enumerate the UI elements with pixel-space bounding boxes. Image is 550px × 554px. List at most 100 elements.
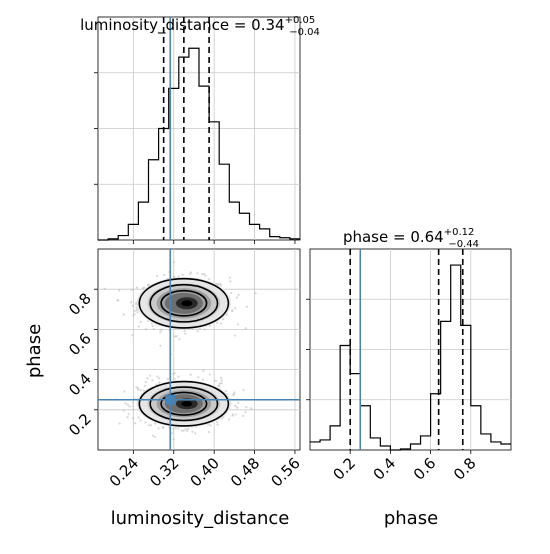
joint-scatter-point xyxy=(236,406,239,409)
joint-scatter-point xyxy=(133,312,136,315)
joint-scatter-point xyxy=(235,296,239,299)
joint-scatter-point xyxy=(146,283,149,287)
ld-hist-quantiles xyxy=(162,17,210,240)
joint-scatter-point xyxy=(135,286,139,289)
joint-scatter-point xyxy=(220,322,223,325)
joint-scatter-point xyxy=(233,334,237,337)
joint-scatter-point xyxy=(231,309,234,313)
joint-scatter-point xyxy=(242,414,245,417)
joint-scatter-point xyxy=(189,271,193,274)
tick-marks: 0.24 0.32 0.40 0.48 0.56 0.2 0.2 0.4 0.4 0.6 0.6 0.… xyxy=(65,72,480,490)
joint-contours xyxy=(138,277,230,427)
joint-scatter-point xyxy=(237,293,240,296)
joint-scatter-point xyxy=(157,427,160,430)
joint-scatter-point xyxy=(178,338,181,341)
joint-scatter-point xyxy=(144,328,148,331)
joint-scatter-point xyxy=(244,410,247,414)
phase-title-minus: −0.44 xyxy=(448,239,479,250)
joint-contour xyxy=(149,386,219,422)
joint-scatter-point xyxy=(131,304,135,307)
phase-hist-title: phase = 0.64+0.12 −0.44 xyxy=(343,227,479,250)
joint-y-tick-label: 0.8 xyxy=(65,289,95,319)
joint-scatter-point xyxy=(219,282,222,285)
joint-scatter-point xyxy=(180,429,183,432)
ld-hist-steps xyxy=(98,47,300,241)
joint-scatter-point xyxy=(133,309,136,312)
joint-scatter-point xyxy=(172,261,176,264)
joint-scatter-point xyxy=(123,390,126,393)
joint-x-axis-label: luminosity_distance xyxy=(111,508,290,529)
joint-scatter-point xyxy=(131,417,135,420)
joint-scatter-point xyxy=(203,328,206,331)
joint-scatter-point xyxy=(135,306,138,309)
joint-scatter-point xyxy=(250,407,253,410)
joint-y-axis-label: phase xyxy=(24,324,45,378)
joint-scatter-point xyxy=(209,424,212,427)
joint-scatter-point xyxy=(174,426,178,429)
joint-scatter-point xyxy=(245,305,249,308)
joint-scatter-point xyxy=(147,424,150,427)
joint-scatter-point xyxy=(198,327,202,330)
ld-title-minus: −0.04 xyxy=(289,27,320,38)
joint-scatter-point xyxy=(189,373,192,376)
joint-scatter-point xyxy=(184,427,187,431)
phase-hist-series xyxy=(310,264,511,451)
joint-x-tick-label: 0.32 xyxy=(146,454,182,490)
joint-scatter-point xyxy=(126,416,129,419)
joint-scatter-point xyxy=(228,276,231,279)
joint-scatter-point xyxy=(170,432,174,435)
joint-scatter-point xyxy=(177,427,180,430)
joint-scatter-point xyxy=(214,379,217,382)
joint-scatter-point xyxy=(153,435,157,439)
joint-scatter-point xyxy=(116,299,119,302)
joint-scatter-point xyxy=(159,331,162,334)
joint-scatter-point xyxy=(229,280,232,283)
joint-y-tick-label: 0.4 xyxy=(65,370,95,400)
joint-x-tick-label: 0.40 xyxy=(187,454,223,490)
joint-scatter-point xyxy=(130,301,133,304)
joint-scatter-point xyxy=(162,426,165,429)
ld-title-plus: +0.05 xyxy=(285,15,316,26)
joint-scatter-point xyxy=(139,389,142,392)
joint-scatter-point xyxy=(136,311,139,314)
joint-scatter-point xyxy=(126,403,129,406)
joint-scatter-point xyxy=(222,318,225,321)
joint-scatter-point xyxy=(242,389,245,392)
phase-title-median: 0.64 xyxy=(410,228,443,246)
joint-scatter-point xyxy=(208,373,211,376)
ld-title-name: luminosity_distance xyxy=(80,16,229,35)
joint-scatter-point xyxy=(197,376,200,379)
joint-scatter-point xyxy=(149,374,152,377)
joint-scatter-point xyxy=(236,401,240,404)
joint-scatter-point xyxy=(128,405,131,408)
phase-x-tick-label: 0.6 xyxy=(410,454,440,484)
joint-scatter-point xyxy=(173,377,176,380)
joint-scatter-point xyxy=(196,330,199,333)
joint-scatter-point xyxy=(191,430,194,433)
joint-scatter-point xyxy=(103,287,106,290)
joint-scatter-point xyxy=(177,375,180,378)
joint-scatter-point xyxy=(152,327,155,331)
joint-scatter-point xyxy=(233,307,237,310)
joint-scatter-point xyxy=(163,273,166,277)
ld-title-median: 0.34 xyxy=(251,16,284,34)
joint-scatter-point xyxy=(144,380,147,384)
joint-scatter-point xyxy=(220,382,223,385)
phase-x-tick-label: 0.2 xyxy=(329,454,359,484)
joint-scatter-point xyxy=(151,379,154,382)
joint-scatter-point xyxy=(219,376,223,379)
joint-scatter-point xyxy=(207,430,211,434)
phase-x-axis-label: phase xyxy=(384,508,438,529)
joint-scatter-point xyxy=(234,404,237,408)
joint-contour xyxy=(149,283,219,323)
joint-scatter-point xyxy=(135,386,138,389)
joint-scatter-point xyxy=(146,377,149,380)
joint-scatter-point xyxy=(196,272,199,275)
joint-scatter-point xyxy=(172,275,175,278)
joint-scatter-point xyxy=(194,432,197,435)
joint-density-level xyxy=(181,401,193,407)
phase-title-name: phase xyxy=(343,228,388,246)
joint-scatter-point xyxy=(216,421,219,424)
